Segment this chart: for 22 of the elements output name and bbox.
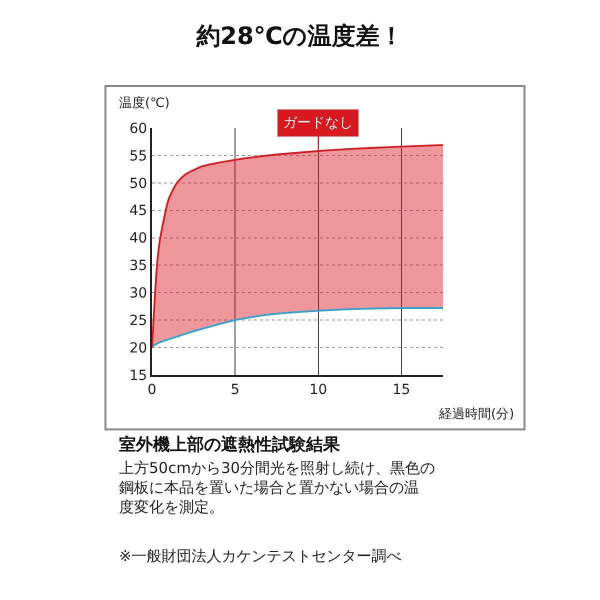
y-tick-label: 35: [129, 258, 148, 274]
y-tick-label: 60: [129, 120, 148, 137]
text: 室外機上部の遮熱性試験結果: [119, 435, 341, 455]
x-tick-label: 0: [148, 382, 156, 398]
chart-title: 約28℃の温度差！: [195, 22, 404, 50]
y-tick-label: 55: [129, 148, 148, 164]
y-tick-label: 20: [129, 340, 148, 356]
y-tick-label: 25: [129, 313, 148, 330]
x-tick-label: 15: [392, 382, 410, 398]
x-axis-title: 経過時間(分): [438, 407, 514, 422]
text: 上方50cmから30分間光を照射し続け、黒色の鋼板に本品を置いた場合と置かない場合の温度変化を測定。: [119, 459, 436, 516]
y-tick-label: 15: [129, 368, 148, 384]
y-tick-label: 40: [129, 230, 148, 247]
y-tick-label: 30: [129, 286, 148, 302]
x-tick-label: 10: [309, 382, 328, 398]
series-label: ガードなし: [283, 115, 353, 131]
text: ※一般財団法人カケンテストセンター調べ: [119, 547, 402, 565]
y-tick-label: 45: [129, 203, 148, 220]
y-tick-label: 50: [129, 176, 148, 192]
y-axis-title: 温度(℃): [119, 95, 170, 111]
x-tick-label: 5: [230, 382, 240, 398]
line-series: [152, 307, 443, 348]
